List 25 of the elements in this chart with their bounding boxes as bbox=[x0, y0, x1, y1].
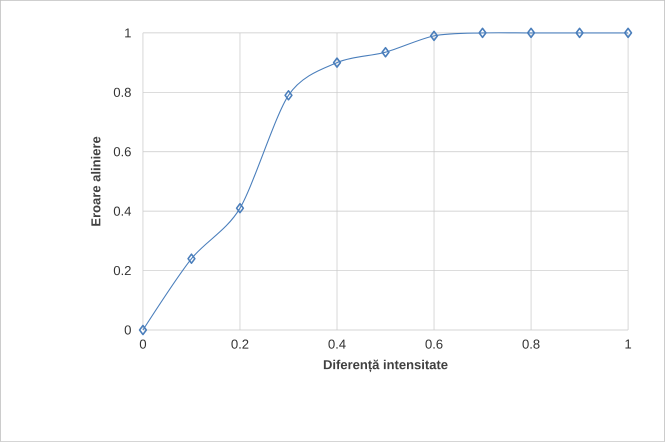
point bbox=[284, 90, 293, 101]
point bbox=[381, 46, 390, 58]
point bbox=[187, 253, 196, 264]
point bbox=[138, 324, 148, 336]
x-tick-label: 1 bbox=[625, 340, 632, 349]
point bbox=[478, 28, 487, 38]
x-tick-label: 0.6 bbox=[425, 340, 443, 349]
point bbox=[430, 30, 438, 42]
x-axis-title: Diferență intensitate bbox=[324, 360, 448, 372]
y-tick-label: 0.4 bbox=[114, 206, 132, 216]
point bbox=[236, 202, 244, 214]
y-tick-label: 0.8 bbox=[114, 88, 131, 97]
point bbox=[332, 57, 342, 68]
x-tick-label: 0.4 bbox=[328, 340, 346, 349]
x-tick-label: 0.8 bbox=[522, 340, 540, 349]
y-tick-label: 0.2 bbox=[114, 266, 131, 276]
y-tick-label: 1 bbox=[125, 28, 131, 38]
x-tick-label: 0 bbox=[140, 340, 146, 349]
point bbox=[526, 28, 536, 38]
y-tick-label: 0.6 bbox=[114, 147, 131, 156]
point bbox=[575, 28, 584, 38]
point bbox=[624, 28, 632, 38]
x-tick-label: 0.2 bbox=[231, 340, 248, 349]
y-axis-title: Eroare aliniere bbox=[90, 136, 100, 226]
y-tick-label: 0 bbox=[124, 325, 131, 335]
